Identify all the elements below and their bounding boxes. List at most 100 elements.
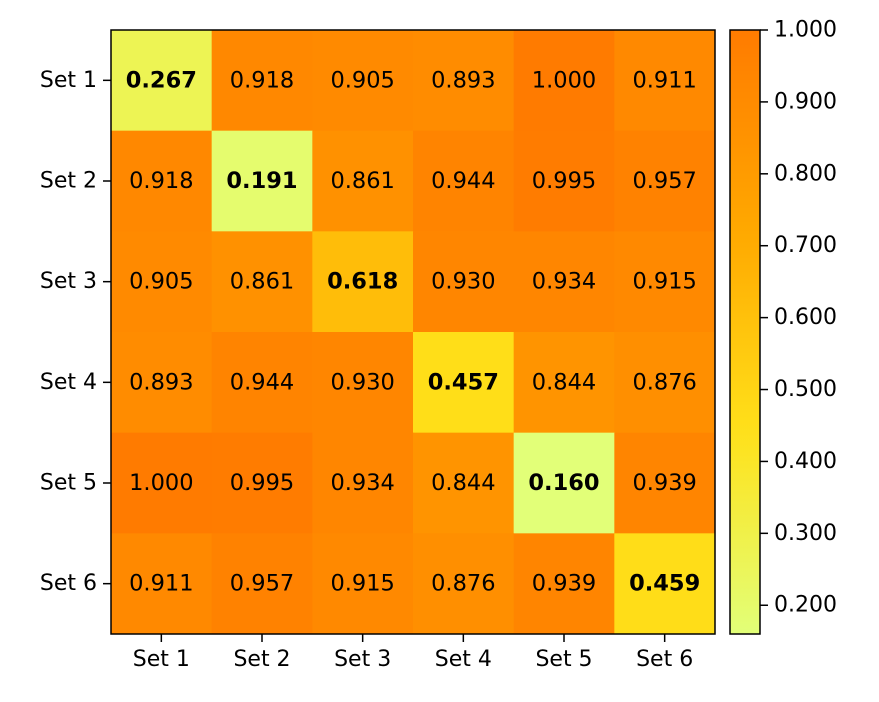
cell-value-label: 0.934 (532, 269, 596, 295)
cell-value-label: 0.191 (226, 168, 297, 194)
heatmap-cell (614, 231, 716, 333)
heatmap-cell (312, 231, 414, 333)
heatmap-cell (111, 30, 213, 132)
cell-value-label: 0.267 (126, 67, 197, 93)
heatmap-cell (614, 332, 716, 434)
colorbar-tick-label: 0.700 (774, 233, 837, 258)
colorbar-tick-label: 0.800 (774, 161, 837, 186)
cell-value-label: 0.918 (230, 67, 294, 93)
heatmap-cell (211, 130, 313, 232)
heatmap-cell (513, 533, 615, 635)
x-tick-label: Set 5 (535, 647, 592, 672)
x-tick-label: Set 6 (636, 647, 693, 672)
cell-value-label: 0.915 (330, 571, 394, 597)
cell-value-label: 0.957 (230, 571, 294, 597)
cell-value-label: 0.457 (428, 369, 499, 395)
heatmap-cell (513, 332, 615, 434)
heatmap-cell (513, 231, 615, 333)
heatmap-cell (413, 432, 515, 534)
cell-value-label: 0.861 (330, 168, 394, 194)
x-axis: Set 1 Set 2 Set 3 Set 4 Set 5 Set 6 (133, 634, 693, 672)
cell-value-label: 0.995 (532, 168, 596, 194)
colorbar-tick-label: 0.900 (774, 89, 837, 114)
heatmap-cell (513, 432, 615, 534)
plot-frame (110, 29, 716, 635)
y-axis: Set 1 Set 2 Set 3 Set 4 Set 5 Set 6 (40, 68, 111, 596)
colorbar-tick-label: 0.400 (774, 449, 837, 474)
heatmap-cell (211, 231, 313, 333)
colorbar-tick-label: 0.200 (774, 593, 837, 618)
cell-value-label: 0.618 (327, 269, 398, 295)
cell-value-label: 0.844 (532, 369, 596, 395)
cell-value-label: 0.944 (431, 168, 495, 194)
y-tick-label: Set 6 (40, 571, 97, 596)
cell-value-label: 0.957 (632, 168, 696, 194)
y-tick-label: Set 1 (40, 68, 97, 93)
heatmap-cell (413, 231, 515, 333)
cell-value-label: 0.160 (528, 470, 599, 496)
heatmap-cell (111, 332, 213, 434)
colorbar-tick-label: 0.600 (774, 305, 837, 330)
y-tick-label: Set 5 (40, 471, 97, 496)
heatmap-cell (413, 533, 515, 635)
heatmap-cell (312, 130, 414, 232)
heatmap-cell (614, 533, 716, 635)
x-tick-label: Set 1 (133, 647, 190, 672)
colorbar-tick-label: 0.500 (774, 377, 837, 402)
cell-value-label: 1.000 (129, 470, 193, 496)
heatmap-cell (111, 432, 213, 534)
heatmap-cell (614, 130, 716, 232)
y-tick-label: Set 3 (40, 269, 97, 294)
cell-value-label: 0.893 (431, 67, 495, 93)
cell-value-label: 0.939 (632, 470, 696, 496)
cell-value-label: 0.876 (632, 369, 696, 395)
heatmap-cell (111, 533, 213, 635)
y-tick-label: Set 2 (40, 169, 97, 194)
heatmap-cell (614, 432, 716, 534)
colorbar-tick-label: 1.000 (774, 18, 837, 43)
heatmap-cell (513, 30, 615, 132)
cell-value-label: 0.876 (431, 571, 495, 597)
cell-value-label: 0.911 (632, 67, 696, 93)
heatmap-cell (211, 332, 313, 434)
heatmap-cell (312, 30, 414, 132)
heatmap-cell (211, 30, 313, 132)
heatmap-cell (312, 332, 414, 434)
heatmap-cell (111, 130, 213, 232)
cell-value-label: 0.459 (629, 571, 700, 597)
heatmap-cell (413, 130, 515, 232)
cell-value-label: 0.918 (129, 168, 193, 194)
heatmap-cell (413, 332, 515, 434)
x-tick-label: Set 2 (233, 647, 290, 672)
cell-value-label: 0.944 (230, 369, 294, 395)
colorbar-gradient (730, 30, 760, 634)
heatmap-cell (614, 30, 716, 132)
heatmap-cell (211, 432, 313, 534)
y-tick-label: Set 4 (40, 370, 97, 395)
heatmap-cell (111, 231, 213, 333)
cell-value-label: 0.995 (230, 470, 294, 496)
heatmap-cell (413, 30, 515, 132)
cell-value-label: 0.861 (230, 269, 294, 295)
cell-value-label: 0.905 (330, 67, 394, 93)
cell-value-label: 0.930 (431, 269, 495, 295)
cell-value-label: 0.905 (129, 269, 193, 295)
cell-value-label: 0.893 (129, 369, 193, 395)
heatmap-cell (312, 533, 414, 635)
cell-value-label: 0.930 (330, 369, 394, 395)
colorbar: 0.200 0.300 0.400 0.500 0.600 0.700 0.800 0.900… (729, 18, 837, 635)
cell-value-label: 0.934 (330, 470, 394, 496)
heatmap-cell (312, 432, 414, 534)
cell-value-label: 0.939 (532, 571, 596, 597)
x-tick-label: Set 4 (435, 647, 492, 672)
cell-value-label: 0.911 (129, 571, 193, 597)
cell-value-label: 1.000 (532, 67, 596, 93)
x-tick-label: Set 3 (334, 647, 391, 672)
cell-value-label: 0.844 (431, 470, 495, 496)
colorbar-frame (729, 29, 761, 635)
cell-value-label: 0.915 (632, 269, 696, 295)
heatmap-cell (211, 533, 313, 635)
heatmap-cell (513, 130, 615, 232)
colorbar-tick-label: 0.300 (774, 521, 837, 546)
